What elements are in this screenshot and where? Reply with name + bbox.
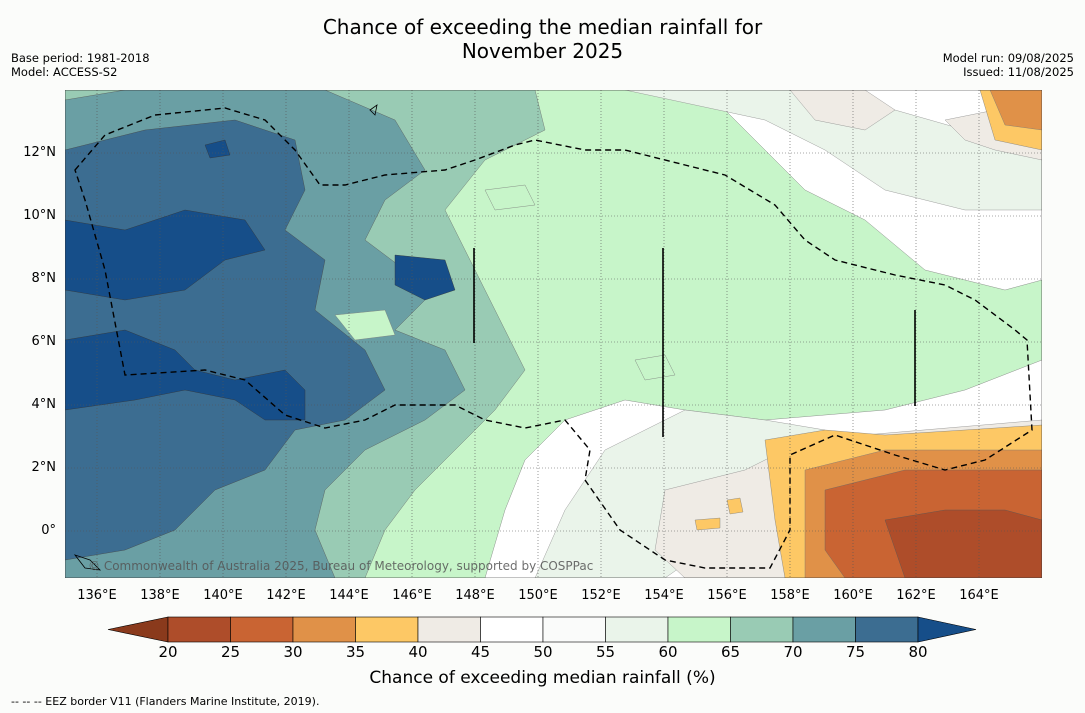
lat-label-8n: 8°N: [31, 271, 57, 286]
eez-footnote: -- -- -- EEZ border V11 (Flanders Marine…: [11, 695, 320, 708]
lon-label-138e: 138°E: [140, 588, 180, 603]
model-run: Model run: 09/08/2025: [942, 51, 1074, 65]
lon-label-164e: 164°E: [959, 588, 999, 603]
region-spot-green: [334, 184, 676, 381]
lat-label-12n: 12°N: [23, 145, 56, 160]
lon-label-154e: 154°E: [644, 588, 684, 603]
copyright-notice: © Commonwealth of Australia 2025, Bureau…: [88, 559, 594, 573]
lon-label-142e: 142°E: [266, 588, 306, 603]
colorbar-tick-label: 30: [283, 643, 303, 661]
lon-label-150e: 150°E: [518, 588, 558, 603]
island-outline: [369, 104, 378, 116]
lon-label-162e: 162°E: [896, 588, 936, 603]
map-title-line1: Chance of exceeding the median rainfall …: [322, 15, 763, 39]
region-30-35: [804, 90, 1042, 578]
colorbar-tick-label: 75: [845, 643, 866, 661]
lat-label-10n: 10°N: [23, 208, 56, 223]
lat-label-2n: 2°N: [31, 460, 57, 475]
colorbar-segment: [355, 616, 419, 643]
base-period: Base period: 1981-2018: [11, 51, 150, 65]
colorbar-segment: [167, 616, 231, 643]
lon-label-160e: 160°E: [833, 588, 873, 603]
colorbar-tick-label: 45: [470, 643, 491, 661]
model-name: Model: ACCESS-S2: [11, 65, 118, 79]
eez-border: [74, 107, 1033, 569]
lon-label-148e: 148°E: [455, 588, 495, 603]
colorbar-tick-label: 35: [345, 643, 366, 661]
lat-label-4n: 4°N: [31, 397, 57, 412]
colorbar-segment: [605, 616, 669, 643]
colorbar-tick-label: 60: [658, 643, 678, 661]
colorbar-segment: [417, 616, 481, 643]
map-title-line2: November 2025: [461, 39, 624, 63]
lon-label-146e: 146°E: [392, 588, 432, 603]
colorbar-tick-label: 25: [220, 643, 241, 661]
colorbar-segment: [667, 616, 731, 643]
lon-label-152e: 152°E: [581, 588, 621, 603]
colorbar-tick-label: 80: [908, 643, 928, 661]
colorbar-tick-label: 20: [158, 643, 178, 661]
colorbar: [107, 616, 977, 643]
colorbar-extend-low: [107, 616, 169, 643]
colorbar-tick-label: 65: [720, 643, 741, 661]
lat-label-0: 0°: [41, 523, 56, 538]
colorbar-tick-label: 55: [595, 643, 616, 661]
lon-label-136e: 136°E: [77, 588, 117, 603]
colorbar-segment: [542, 616, 606, 643]
colorbar-segment: [855, 616, 919, 643]
colorbar-segment: [230, 616, 294, 643]
colorbar-segment: [292, 616, 356, 643]
graticule: [65, 90, 1042, 578]
issued-date: Issued: 11/08/2025: [963, 65, 1074, 79]
colorbar-tick-label: 40: [408, 643, 428, 661]
lat-label-6n: 6°N: [31, 334, 57, 349]
lon-label-144e: 144°E: [329, 588, 369, 603]
colorbar-tick-label: 50: [533, 643, 553, 661]
rainfall-map: [65, 90, 1042, 578]
lon-label-140e: 140°E: [203, 588, 243, 603]
colorbar-title: Chance of exceeding median rainfall (%): [369, 668, 716, 688]
region-20-25: [884, 509, 1042, 578]
island-outline-2: [73, 554, 102, 571]
colorbar-segment: [730, 616, 794, 643]
lon-label-158e: 158°E: [770, 588, 810, 603]
colorbar-segment: [480, 616, 544, 643]
colorbar-segment: [792, 616, 856, 643]
lon-label-156e: 156°E: [707, 588, 747, 603]
colorbar-tick-label: 70: [783, 643, 803, 661]
colorbar-extend-high: [917, 616, 977, 643]
